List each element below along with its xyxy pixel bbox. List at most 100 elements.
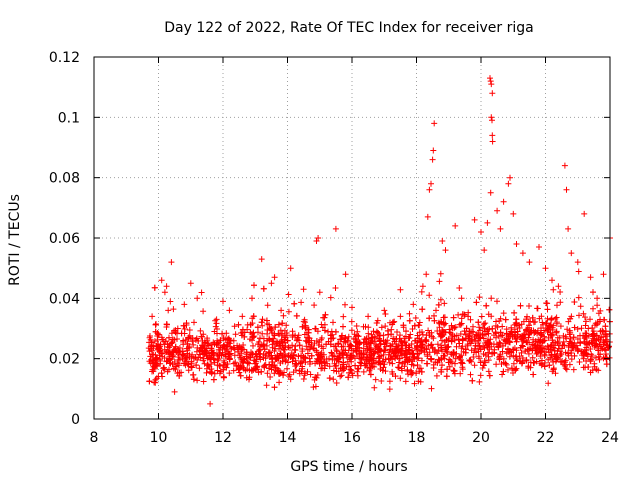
data-point	[505, 366, 511, 373]
data-point	[296, 370, 303, 377]
data-point	[551, 342, 558, 349]
data-point	[578, 348, 585, 355]
data-point	[402, 378, 409, 385]
data-point	[348, 354, 355, 361]
data-point	[433, 372, 440, 379]
data-point	[567, 315, 574, 322]
data-point	[459, 343, 466, 350]
data-point	[472, 342, 479, 349]
data-point	[425, 342, 432, 349]
data-point	[582, 334, 589, 340]
data-point	[152, 328, 159, 335]
data-point	[467, 328, 473, 335]
data-point	[161, 289, 168, 296]
data-point	[271, 274, 278, 281]
data-point	[488, 114, 495, 121]
data-point	[558, 351, 565, 358]
data-point	[240, 356, 247, 363]
data-point	[600, 328, 607, 335]
data-point	[272, 324, 279, 331]
data-point	[241, 333, 248, 340]
data-point	[577, 340, 584, 347]
data-point	[299, 348, 306, 355]
data-point	[224, 341, 231, 348]
data-point	[441, 321, 448, 328]
data-point	[552, 353, 559, 360]
data-point	[181, 326, 188, 332]
data-point	[440, 352, 447, 359]
data-point	[414, 362, 421, 368]
data-point	[283, 330, 290, 336]
data-point	[481, 345, 488, 351]
data-point	[211, 328, 218, 335]
data-point	[513, 338, 520, 345]
data-point	[185, 367, 192, 374]
data-point	[457, 331, 464, 337]
data-point	[413, 370, 420, 377]
data-point	[471, 362, 478, 369]
data-point	[283, 322, 290, 329]
data-point	[254, 324, 261, 331]
data-point	[208, 352, 215, 359]
data-point	[430, 147, 437, 154]
data-point	[411, 380, 418, 387]
data-point	[357, 359, 364, 366]
data-point	[440, 328, 447, 335]
data-point	[423, 338, 430, 345]
data-point	[164, 321, 170, 328]
data-point	[552, 370, 559, 377]
data-point	[405, 346, 412, 353]
data-point	[397, 375, 404, 382]
data-point	[207, 400, 214, 407]
data-point	[443, 337, 450, 343]
data-point	[491, 350, 498, 357]
data-point	[315, 342, 322, 348]
data-point	[292, 347, 299, 354]
data-point	[544, 306, 551, 313]
data-point	[439, 362, 445, 369]
data-point	[193, 335, 200, 342]
data-point	[531, 342, 538, 349]
data-point	[354, 332, 360, 339]
data-point	[377, 361, 384, 368]
data-point	[381, 307, 388, 314]
data-point	[221, 343, 228, 350]
x-tick-labels: 8 10 12 14 16 18 20 22 24	[90, 430, 619, 446]
data-point	[376, 335, 383, 342]
data-point	[268, 280, 275, 287]
data-point	[264, 302, 271, 309]
data-point	[568, 250, 575, 257]
data-point	[475, 319, 482, 326]
data-point	[337, 373, 344, 380]
data-point	[480, 351, 487, 357]
data-point	[293, 312, 300, 319]
data-point	[365, 324, 372, 331]
data-point	[554, 302, 560, 309]
data-point	[492, 329, 499, 336]
data-point	[523, 356, 530, 363]
data-point	[523, 326, 530, 333]
data-point	[305, 339, 312, 346]
data-point	[546, 362, 553, 369]
data-point	[393, 349, 400, 356]
data-point	[459, 366, 466, 373]
data-point	[382, 347, 389, 354]
data-point	[603, 338, 610, 345]
data-point	[263, 351, 270, 357]
data-point	[455, 311, 462, 318]
data-point	[190, 376, 197, 383]
data-point	[259, 330, 266, 337]
data-point	[355, 365, 362, 372]
data-point	[443, 373, 450, 380]
data-point	[366, 360, 373, 367]
data-point	[593, 366, 600, 373]
data-point	[525, 363, 532, 370]
data-point	[570, 334, 577, 341]
data-point	[279, 320, 286, 327]
data-point	[580, 310, 587, 317]
data-point	[428, 355, 435, 362]
data-point	[274, 355, 281, 362]
data-point	[333, 362, 340, 369]
data-point	[514, 335, 521, 341]
data-point	[450, 314, 457, 321]
